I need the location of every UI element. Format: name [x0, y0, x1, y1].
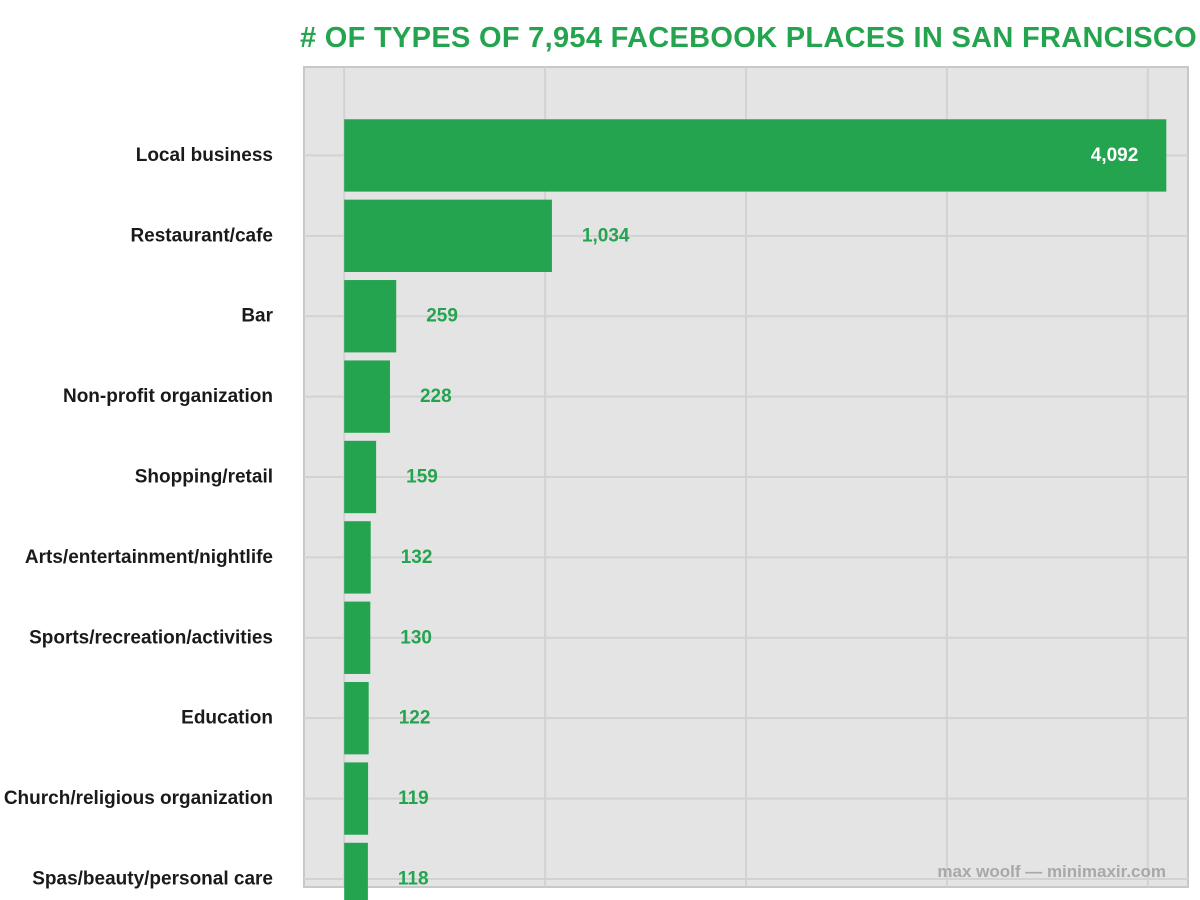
category-label: Non-profit organization [63, 386, 273, 407]
category-label: Sports/recreation/activities [29, 627, 273, 648]
bar [344, 440, 377, 514]
category-label: Restaurant/cafe [130, 225, 273, 246]
category-label: Education [181, 708, 273, 729]
bar [344, 360, 390, 433]
value-label: 4,092 [1091, 145, 1139, 166]
bar [344, 521, 371, 594]
category-label: Shopping/retail [135, 467, 273, 488]
chart-title: # OF TYPES OF 7,954 FACEBOOK PLACES IN S… [300, 22, 1198, 54]
value-label: 159 [406, 467, 438, 488]
value-label: 228 [420, 386, 452, 407]
bar [344, 601, 371, 674]
bar [344, 682, 369, 755]
value-label: 1,034 [582, 225, 630, 246]
category-label: Bar [241, 306, 273, 327]
value-label: 118 [398, 868, 429, 889]
bars [344, 119, 1167, 900]
value-label: 259 [426, 306, 458, 327]
category-label: Local business [136, 145, 273, 166]
bar [344, 119, 1167, 192]
bar [344, 842, 368, 900]
value-label: 130 [400, 627, 432, 648]
bar [344, 199, 552, 272]
category-label: Arts/entertainment/nightlife [25, 547, 273, 568]
labels: Local business 4,092 Restaurant/cafe 1,034 B… [4, 145, 1138, 890]
value-label: 132 [401, 547, 433, 568]
bar [344, 762, 369, 835]
value-label: 122 [399, 708, 431, 729]
value-label: 119 [398, 788, 429, 809]
credit-text: max woolf — minimaxir.com [937, 862, 1166, 881]
bar [344, 280, 397, 353]
category-label: Church/religious organization [4, 788, 273, 809]
category-label: Spas/beauty/personal care [32, 868, 273, 889]
